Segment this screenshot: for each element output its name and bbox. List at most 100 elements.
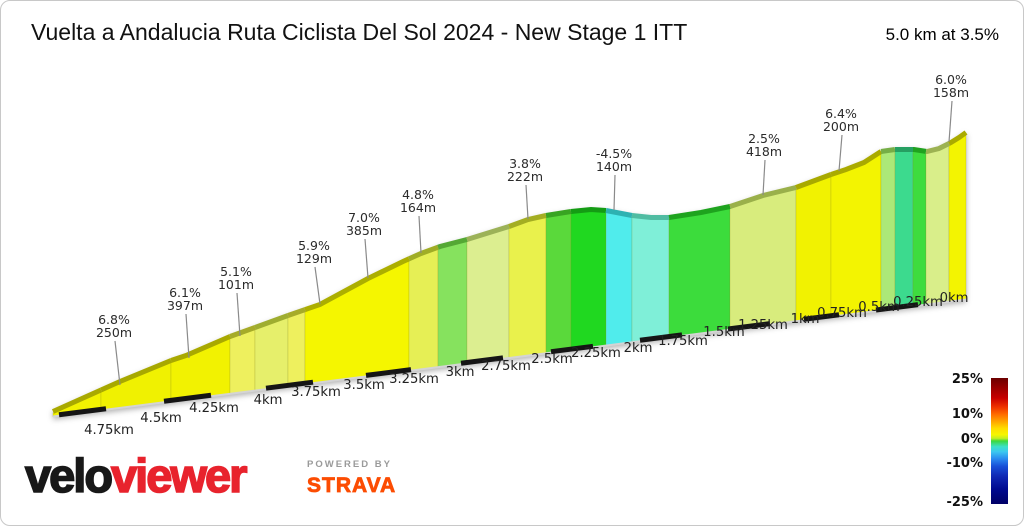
gradient-band — [880, 150, 896, 311]
axis-tick-label: 3.5km — [343, 378, 384, 393]
profile-shape — [51, 130, 968, 417]
axis-tick-label: 1.75km — [658, 334, 708, 349]
road-ribbon — [287, 307, 306, 318]
gradient-band — [948, 133, 967, 303]
segment-label: 6.1% 397m — [167, 285, 203, 313]
segment-leader-line — [838, 134, 843, 172]
ruler-tick-dash — [265, 379, 314, 391]
segment-label: 6.0% 158m — [933, 72, 969, 100]
gradient-legend-bar — [991, 378, 1008, 504]
segment-label: 6.8% 250m — [96, 312, 132, 340]
road-ribbon — [605, 208, 633, 218]
ruler-tick-dash — [550, 343, 594, 355]
axis-tick-label: 2.5km — [531, 352, 572, 367]
axis-tick-label: 3km — [446, 365, 475, 380]
chart-summary: 5.0 km at 3.5% — [885, 25, 999, 44]
road-ribbon — [729, 185, 797, 209]
segment-leader-line — [364, 238, 369, 279]
segment-label: 4.8% 164m — [400, 187, 436, 215]
road-ribbon — [170, 334, 231, 363]
gradient-band — [287, 310, 306, 387]
strava-attribution: POWERED BY STRAVA — [307, 459, 396, 498]
legend-tick-label: 10% — [952, 407, 983, 422]
ruler-tick-dash — [727, 321, 771, 332]
road-ribbon — [437, 237, 468, 250]
gradient-band — [304, 259, 410, 385]
gradient-band — [437, 240, 468, 368]
gradient-band — [229, 328, 256, 395]
segment-label: 5.1% 101m — [218, 264, 254, 292]
gradient-band — [508, 216, 547, 359]
ruler-tick-dash — [875, 302, 919, 313]
axis-tick-label: 0.25km — [893, 295, 943, 310]
road-ribbon — [631, 213, 669, 220]
segment-leader-line — [525, 184, 529, 220]
gradient-band — [570, 210, 607, 351]
ruler-tick-dash — [163, 392, 212, 404]
gradient-band — [795, 175, 832, 322]
gradient-band — [668, 207, 731, 338]
gradient-band — [545, 212, 572, 354]
segment-label: 6.4% 200m — [823, 106, 859, 134]
ruler-tick-dash — [803, 312, 840, 322]
veloviewer-logo: veloviewer — [24, 449, 248, 502]
gradient-band — [894, 150, 914, 309]
segment-leader-line — [762, 159, 766, 196]
legend-tick-label: -25% — [946, 495, 983, 510]
road-ribbon — [229, 325, 256, 339]
road-ribbon — [570, 206, 607, 214]
axis-tick-label: 4km — [254, 393, 283, 408]
segment-leader-line — [948, 100, 953, 143]
segment-label: 3.8% 222m — [507, 156, 543, 184]
gradient-band — [925, 144, 950, 306]
gradient-band — [912, 150, 927, 307]
road-ribbon — [545, 209, 572, 218]
road-ribbon — [668, 204, 731, 220]
legend-tick-label: -10% — [946, 456, 983, 471]
logo-viewer: viewer — [110, 449, 248, 502]
chart-title: Vuelta a Andalucia Ruta Ciclista Del Sol… — [31, 19, 688, 45]
gradient-band — [605, 211, 633, 347]
gradient-band — [729, 188, 797, 331]
axis-tick-label: 2.25km — [571, 346, 621, 361]
axis-tick-label: 1km — [791, 312, 820, 327]
gradient-band — [466, 227, 510, 364]
road-ribbon — [508, 213, 547, 229]
road-ribbon — [254, 313, 289, 330]
gradient-band — [408, 248, 439, 372]
road-ribbon — [830, 149, 883, 177]
axis-tick-label: 0.75km — [817, 306, 867, 321]
gradient-band — [631, 216, 670, 343]
road-ribbon — [407, 244, 439, 262]
gradient-band — [830, 152, 882, 318]
ruler-tick-dash — [58, 406, 107, 418]
strava-logo: STRAVA — [307, 474, 397, 498]
legend-tick-label: 25% — [952, 372, 983, 387]
road-ribbon — [880, 147, 896, 154]
road-ribbon — [947, 130, 968, 146]
axis-tick-label: 1.5km — [703, 325, 744, 340]
ruler-tick-dash — [365, 367, 412, 378]
axis-tick-label: 4.5km — [140, 411, 181, 426]
axis-tick-label: 3.25km — [389, 372, 439, 387]
road-ribbon — [51, 387, 103, 414]
segment-leader-line — [418, 215, 422, 254]
road-ribbon — [466, 224, 510, 242]
segment-leader-line — [185, 313, 190, 359]
segment-label: 5.9% 129m — [296, 238, 332, 266]
segment-label: 2.5% 418m — [746, 131, 782, 159]
ruler-tick-dash — [460, 355, 504, 366]
segment-leader-line — [114, 340, 121, 386]
axis-tick-label: 1.25km — [738, 318, 788, 333]
legend-tick-label: 0% — [961, 432, 983, 447]
segment-leader-line — [613, 174, 616, 211]
segment-leader-line — [314, 266, 321, 305]
road-ribbon — [304, 256, 411, 313]
segment-label: -4.5% 140m — [596, 146, 632, 174]
axis-tick-label: 0.5km — [858, 300, 899, 315]
axis-tick-label: 3.75km — [291, 385, 341, 400]
axis-tick-label: 4.75km — [84, 423, 134, 438]
ruler-tick-dash — [639, 332, 683, 343]
